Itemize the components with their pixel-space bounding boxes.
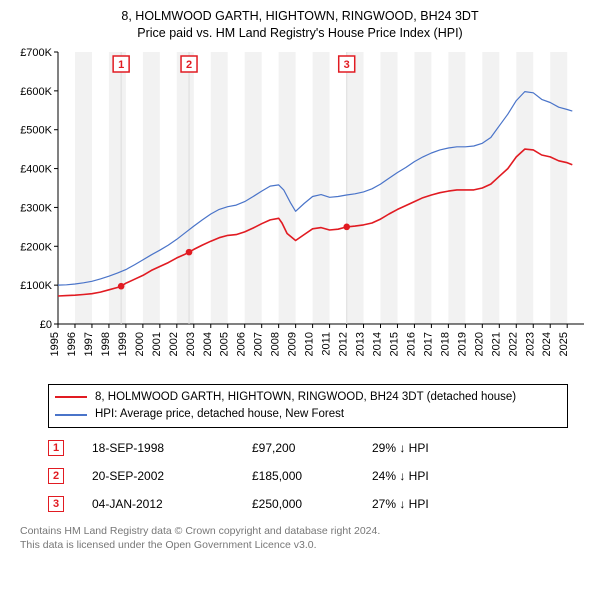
svg-text:£0: £0 — [40, 319, 52, 331]
sales-table: 1 18-SEP-1998£97,20029% ↓ HPI 2 20-SEP-2002… — [48, 434, 590, 518]
svg-text:£700K: £700K — [20, 47, 52, 59]
svg-text:£200K: £200K — [20, 241, 52, 253]
svg-text:2003: 2003 — [185, 332, 197, 356]
svg-text:£300K: £300K — [20, 202, 52, 214]
sale-date: 18-SEP-1998 — [92, 441, 252, 455]
legend-label-property: 8, HOLMWOOD GARTH, HIGHTOWN, RINGWOOD, B… — [95, 389, 516, 406]
figure-container: { "title": { "line1": "8, HOLMWOOD GARTH… — [0, 0, 600, 590]
svg-text:2012: 2012 — [338, 332, 350, 356]
svg-text:2007: 2007 — [253, 332, 265, 356]
sale-delta: 29% ↓ HPI — [372, 441, 502, 455]
svg-text:£500K: £500K — [20, 124, 52, 136]
svg-text:2001: 2001 — [151, 332, 163, 356]
svg-text:2016: 2016 — [405, 332, 417, 356]
sale-price: £97,200 — [252, 441, 372, 455]
svg-text:2009: 2009 — [287, 332, 299, 356]
svg-text:2013: 2013 — [355, 332, 367, 356]
svg-text:2011: 2011 — [321, 332, 333, 356]
svg-text:3: 3 — [344, 59, 350, 71]
legend: 8, HOLMWOOD GARTH, HIGHTOWN, RINGWOOD, B… — [48, 384, 568, 429]
svg-text:2018: 2018 — [439, 332, 451, 356]
svg-text:2024: 2024 — [541, 332, 553, 356]
sales-row: 2 20-SEP-2002£185,00024% ↓ HPI — [48, 462, 590, 490]
svg-text:1999: 1999 — [117, 332, 129, 356]
sale-delta: 24% ↓ HPI — [372, 469, 502, 483]
svg-text:2025: 2025 — [558, 332, 570, 356]
svg-text:2023: 2023 — [524, 332, 536, 356]
sale-price: £185,000 — [252, 469, 372, 483]
svg-text:£100K: £100K — [20, 280, 52, 292]
sale-marker-box: 3 — [48, 496, 64, 512]
svg-text:2020: 2020 — [473, 332, 485, 356]
svg-text:1: 1 — [118, 59, 124, 71]
svg-text:1998: 1998 — [100, 332, 112, 356]
legend-label-hpi: HPI: Average price, detached house, New … — [95, 406, 344, 423]
legend-row-property: 8, HOLMWOOD GARTH, HIGHTOWN, RINGWOOD, B… — [55, 389, 561, 406]
sale-marker-box: 1 — [48, 440, 64, 456]
svg-text:2004: 2004 — [202, 332, 214, 356]
sale-date: 04-JAN-2012 — [92, 497, 252, 511]
svg-text:£600K: £600K — [20, 86, 52, 98]
title-line-1: 8, HOLMWOOD GARTH, HIGHTOWN, RINGWOOD, B… — [10, 8, 590, 25]
svg-text:2010: 2010 — [304, 332, 316, 356]
sale-marker-box: 2 — [48, 468, 64, 484]
sales-row: 1 18-SEP-1998£97,20029% ↓ HPI — [48, 434, 590, 462]
sale-date: 20-SEP-2002 — [92, 469, 252, 483]
sale-price: £250,000 — [252, 497, 372, 511]
svg-text:2002: 2002 — [168, 332, 180, 356]
svg-text:1997: 1997 — [83, 332, 95, 356]
svg-text:1996: 1996 — [66, 332, 78, 356]
svg-text:1995: 1995 — [49, 332, 61, 356]
legend-swatch-hpi — [55, 414, 87, 416]
chart-title: 8, HOLMWOOD GARTH, HIGHTOWN, RINGWOOD, B… — [10, 8, 590, 42]
legend-row-hpi: HPI: Average price, detached house, New … — [55, 406, 561, 423]
svg-text:2022: 2022 — [507, 332, 519, 356]
svg-text:2015: 2015 — [388, 332, 400, 356]
legend-swatch-property — [55, 396, 87, 398]
price-chart-svg: £0 £100K £200K £300K £400K £500K £600K £700K 199… — [10, 46, 590, 376]
title-line-2: Price paid vs. HM Land Registry's House … — [10, 25, 590, 42]
svg-text:2005: 2005 — [219, 332, 231, 356]
svg-text:2008: 2008 — [270, 332, 282, 356]
svg-text:2: 2 — [186, 59, 192, 71]
svg-text:2017: 2017 — [422, 332, 434, 356]
footer-line-1: Contains HM Land Registry data © Crown c… — [20, 524, 590, 538]
sale-delta: 27% ↓ HPI — [372, 497, 502, 511]
footer-line-2: This data is licensed under the Open Gov… — [20, 538, 590, 552]
chart-area: £0 £100K £200K £300K £400K £500K £600K £700K 199… — [10, 46, 590, 376]
sales-row: 3 04-JAN-2012£250,00027% ↓ HPI — [48, 490, 590, 518]
svg-text:£400K: £400K — [20, 163, 52, 175]
svg-text:2006: 2006 — [236, 332, 248, 356]
svg-text:2000: 2000 — [134, 332, 146, 356]
footer-attribution: Contains HM Land Registry data © Crown c… — [20, 524, 590, 552]
svg-text:2019: 2019 — [456, 332, 468, 356]
svg-text:2014: 2014 — [371, 332, 383, 356]
svg-text:2021: 2021 — [490, 332, 502, 356]
